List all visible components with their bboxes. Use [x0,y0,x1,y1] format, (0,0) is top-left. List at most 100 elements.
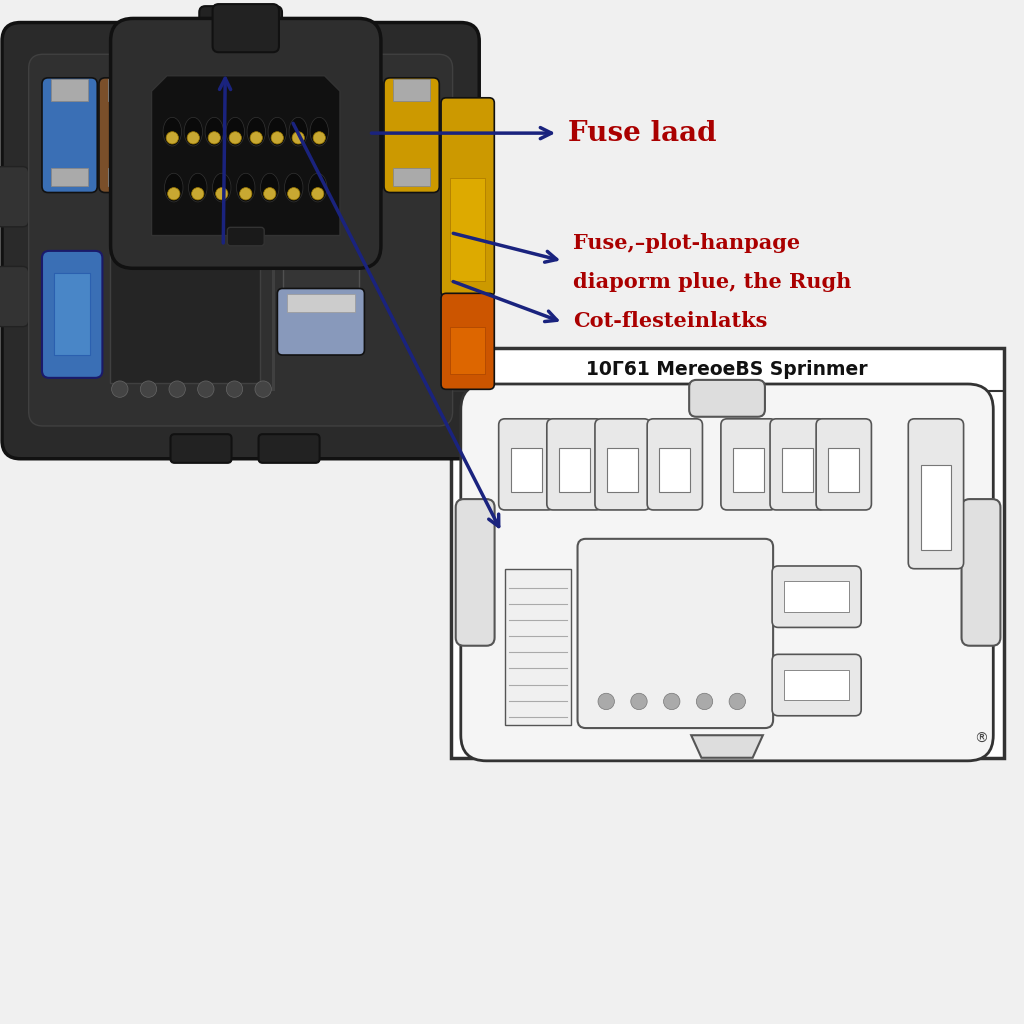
Ellipse shape [165,173,183,202]
Text: diaporm plue, the Rugh: diaporm plue, the Rugh [573,271,852,292]
Bar [784,670,849,700]
Bar [109,168,145,186]
Text: Cot-flesteinlatks: Cot-flesteinlatks [573,310,768,331]
Circle shape [729,693,745,710]
Circle shape [216,187,228,200]
Circle shape [311,187,324,200]
Bar [451,348,1004,758]
FancyBboxPatch shape [721,419,776,510]
Circle shape [271,132,284,144]
Bar [607,447,638,492]
FancyBboxPatch shape [461,384,993,761]
Text: ®: ® [974,731,988,745]
Bar [54,273,90,355]
Ellipse shape [268,118,287,146]
Circle shape [229,132,242,144]
Circle shape [168,187,180,200]
Ellipse shape [188,173,207,202]
FancyBboxPatch shape [441,293,495,389]
Bar [51,79,88,101]
Circle shape [198,381,214,397]
Circle shape [191,187,204,200]
FancyBboxPatch shape [170,434,231,463]
FancyBboxPatch shape [276,161,366,240]
FancyBboxPatch shape [42,78,97,193]
Bar [165,79,202,101]
FancyBboxPatch shape [384,78,439,193]
Circle shape [208,132,220,144]
FancyBboxPatch shape [499,419,554,510]
Bar [280,168,316,186]
FancyBboxPatch shape [441,98,495,297]
Bar [393,79,430,101]
Bar [451,327,485,374]
Circle shape [263,187,275,200]
Ellipse shape [163,118,181,146]
Bar [784,582,849,612]
Ellipse shape [308,173,327,202]
Text: Fuse,–plot-hanpage: Fuse,–plot-hanpage [573,232,801,253]
Ellipse shape [213,173,231,202]
Circle shape [598,693,614,710]
Ellipse shape [285,173,303,202]
FancyBboxPatch shape [270,78,326,193]
Text: Fuse laad: Fuse laad [568,120,717,146]
Circle shape [255,381,271,397]
Ellipse shape [247,118,265,146]
Bar [280,79,316,101]
Bar [51,168,88,186]
Bar [733,447,764,492]
FancyBboxPatch shape [578,539,773,728]
Ellipse shape [226,118,245,146]
Circle shape [169,381,185,397]
Circle shape [112,381,128,397]
FancyBboxPatch shape [327,78,382,193]
Bar [336,79,373,101]
FancyBboxPatch shape [647,419,702,510]
FancyBboxPatch shape [908,419,964,568]
Circle shape [250,132,262,144]
FancyBboxPatch shape [456,499,495,646]
Bar [921,465,951,550]
FancyBboxPatch shape [0,266,29,327]
Bar [828,447,859,492]
FancyBboxPatch shape [962,499,1000,646]
Circle shape [226,381,243,397]
Bar [336,168,373,186]
Bar [222,79,259,101]
Bar [287,167,355,185]
FancyBboxPatch shape [200,6,282,47]
Bar [287,294,355,312]
Bar [110,253,260,383]
FancyBboxPatch shape [227,227,264,246]
FancyBboxPatch shape [772,566,861,628]
Ellipse shape [205,118,223,146]
FancyBboxPatch shape [29,54,453,426]
Bar [109,79,145,101]
Bar [782,447,813,492]
Circle shape [166,132,178,144]
Bar [659,447,690,492]
FancyBboxPatch shape [816,419,871,510]
Bar [559,447,590,492]
Ellipse shape [184,118,203,146]
Bar [283,251,359,292]
Circle shape [240,187,252,200]
FancyBboxPatch shape [689,380,765,417]
Ellipse shape [310,118,329,146]
Bar [222,168,259,186]
Circle shape [187,132,200,144]
FancyBboxPatch shape [547,419,602,510]
Bar [393,168,430,186]
Bar [511,447,542,492]
FancyBboxPatch shape [156,78,211,193]
Ellipse shape [237,173,255,202]
FancyBboxPatch shape [770,419,825,510]
FancyBboxPatch shape [0,167,29,227]
FancyBboxPatch shape [213,78,268,193]
Bar [451,177,485,282]
FancyBboxPatch shape [595,419,650,510]
Circle shape [664,693,680,710]
Ellipse shape [289,118,307,146]
FancyBboxPatch shape [99,78,155,193]
